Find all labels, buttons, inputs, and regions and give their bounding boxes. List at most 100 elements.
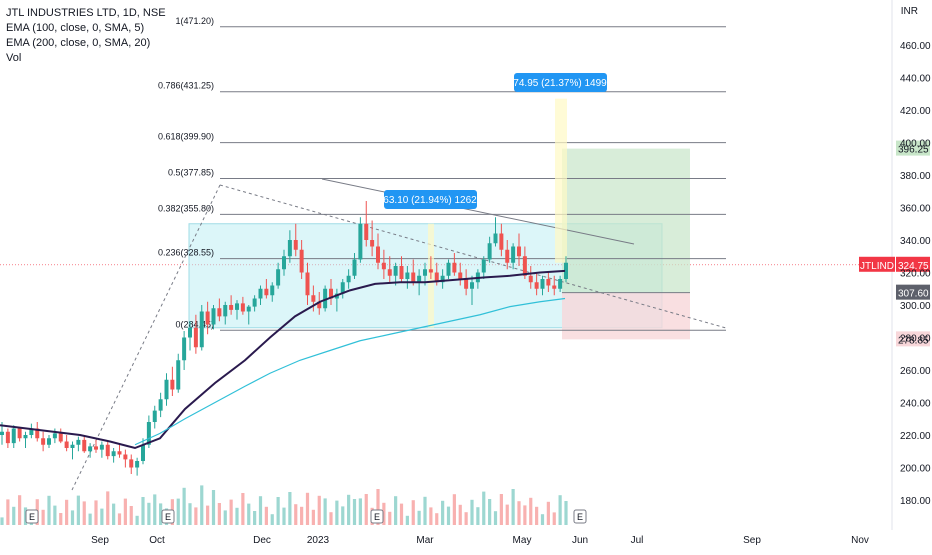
candle-body (76, 439, 81, 445)
volume-bar (523, 505, 527, 525)
fib-level-label: 0.382(355.80) (158, 203, 214, 213)
candle-body (370, 240, 375, 247)
legend-vol[interactable]: Vol (6, 52, 22, 64)
volume-bar (12, 506, 16, 525)
candle-body (440, 275, 445, 283)
volume-bar (446, 506, 451, 525)
candle-body (88, 446, 93, 452)
volume-bar (423, 496, 427, 525)
volume-bar (511, 489, 515, 525)
candle-body (23, 435, 28, 439)
candle-body (346, 275, 351, 283)
annotation-layer: 63.10 (21.94%) 1262 74.95 (21.37%) 1499 39… (25, 73, 930, 524)
volume-bar (129, 506, 133, 525)
candle-body (105, 444, 110, 457)
candle-body (299, 249, 304, 273)
price-tick-label: 380.00 (900, 171, 931, 182)
measure-label: 74.95 (21.37%) 1499 (513, 73, 607, 92)
time-tick-label: May (513, 535, 532, 546)
candle-body (41, 438, 46, 445)
candle-body (193, 327, 198, 348)
volume-bar (347, 494, 351, 525)
volume-bar (147, 502, 151, 525)
earnings-marker-box (161, 509, 175, 524)
price-tick-label: 320.00 (900, 269, 931, 280)
volume-bar (435, 513, 439, 525)
candle-body (517, 246, 521, 257)
candle-body (282, 256, 286, 270)
volume-bar (153, 494, 157, 525)
candle-body (52, 433, 57, 439)
candle-body (146, 422, 151, 445)
volume-bar (141, 497, 145, 525)
volume-bar (176, 498, 180, 525)
volume-bar (499, 494, 503, 525)
earnings-marker-letter: E (374, 512, 380, 522)
volume-bar (458, 504, 462, 525)
volume-bar (376, 489, 380, 525)
candle-body (293, 240, 298, 250)
candle-body (311, 295, 316, 302)
fib-level-label: 0.618(399.90) (158, 132, 214, 142)
price-axis-label-box (896, 140, 930, 156)
volume-bar (211, 490, 216, 525)
legend-ema100[interactable]: EMA (100, close, 0, SMA, 5) (6, 22, 145, 34)
candle-body (464, 279, 469, 289)
candle-body (47, 438, 51, 445)
price-axis-label-target: 396.25 (896, 140, 930, 156)
price-tick-label: 360.00 (900, 204, 931, 215)
candle-body (405, 272, 410, 279)
candle-body (511, 246, 516, 263)
candle-body (35, 428, 40, 439)
earnings-marker: E (370, 509, 384, 524)
volume-bar (223, 510, 227, 525)
time-tick-label: 2023 (307, 535, 330, 546)
legend-ema200[interactable]: EMA (200, close, 0, SMA, 20) (6, 37, 151, 49)
volume-bar (41, 509, 45, 525)
volume-bar (505, 504, 509, 525)
volume-bar (441, 500, 445, 525)
volume-bar (364, 494, 368, 525)
volume-bar (112, 503, 116, 525)
candle-body (82, 439, 87, 452)
price-axis-label-last: 324.75 JTLIND (859, 256, 930, 272)
candle-body (399, 266, 404, 279)
measure-band (555, 98, 567, 263)
volume-bar (417, 510, 421, 525)
candle-body (540, 279, 545, 289)
candle-body (329, 288, 333, 299)
legend-title[interactable]: JTL INDUSTRIES LTD, 1D, NSE (6, 7, 166, 19)
candle-body (393, 266, 398, 276)
candle-body (0, 431, 4, 435)
volume-bar (82, 501, 86, 525)
price-tick-label: 460.00 (900, 41, 931, 52)
fib-level-label: 1(471.20) (175, 16, 214, 26)
earnings-marker-box (25, 509, 39, 524)
ema200-line (134, 297, 566, 446)
volume-bar (65, 499, 69, 525)
candle-body (470, 282, 474, 289)
time-tick-label: Mar (416, 535, 434, 546)
candle-body (546, 279, 551, 286)
chart-legend: JTL INDUSTRIES LTD, 1D, NSE EMA (100, cl… (6, 6, 166, 66)
candle-body (452, 262, 457, 273)
resistance-trendline (321, 178, 635, 245)
candle-body (211, 308, 216, 325)
measure-label-box (514, 73, 607, 92)
candle-body (205, 311, 210, 325)
earnings-marker-box (370, 509, 384, 524)
volume-bar (476, 507, 480, 525)
candle-body (505, 249, 510, 263)
candle-body (123, 454, 128, 460)
volume-bar (399, 503, 404, 525)
candle-body (158, 399, 163, 411)
candle-body (376, 246, 380, 263)
candle-body (176, 360, 181, 390)
candle-body (152, 410, 157, 422)
volume-bar (235, 507, 239, 525)
candle-body (58, 433, 63, 442)
candle-body (199, 311, 204, 348)
volume-bar (182, 487, 186, 525)
